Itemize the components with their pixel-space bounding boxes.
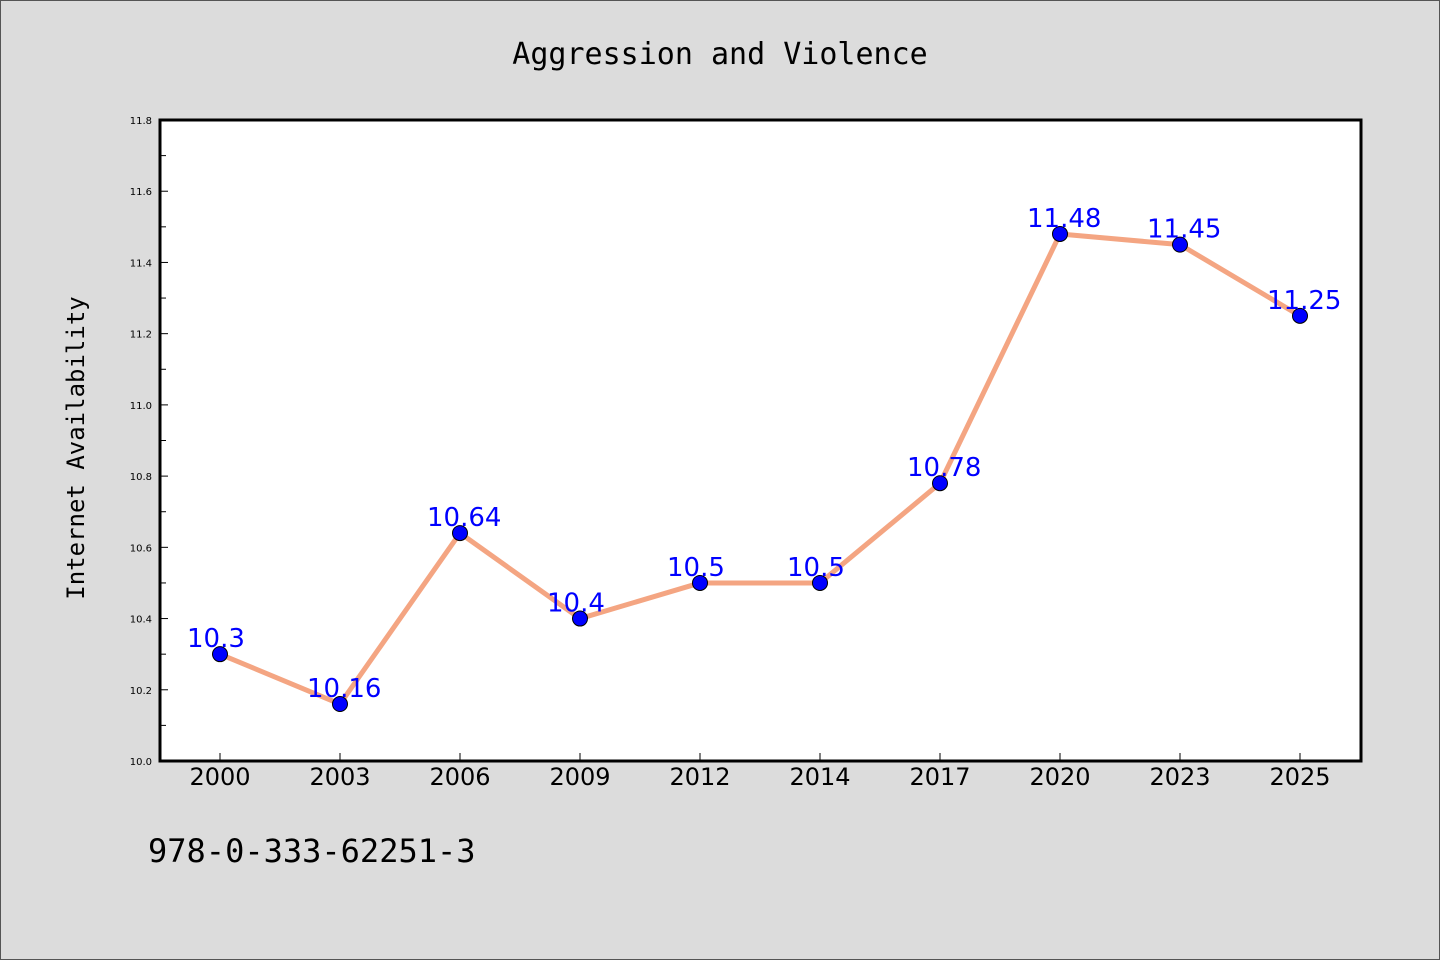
y-tick-label: 11.6 [130,187,152,198]
y-axis: 10.0 10.2 10.4 10.6 10.8 11.0 11.2 11.4 11.6 11.8 [130,116,168,768]
x-tick-label: 2009 [549,763,610,791]
y-tick-label: 10.8 [130,472,152,483]
data-label: 11.45 [1147,215,1221,245]
data-label: 11.48 [1027,204,1101,234]
data-label: 10.4 [547,589,605,619]
y-tick-label: 11.2 [130,330,152,341]
plot-area [158,118,1363,763]
data-point [812,574,828,591]
data-label: 10.5 [667,553,725,583]
chart-title: Aggression and Violence [512,37,927,72]
y-tick-label: 10.2 [130,686,152,697]
data-label: 10.78 [907,453,981,483]
data-label: 10.16 [307,674,381,704]
data-labels: 10.3 10.16 10.64 10.4 10.5 10.5 10.78 11.48 11.4… [187,204,1341,704]
x-tick-label: 2023 [1149,763,1210,791]
data-point [1172,236,1188,253]
y-tick-label: 11.4 [130,258,152,269]
data-point [212,646,228,663]
y-tick-label: 10.0 [130,757,152,768]
y-tick-label: 11.0 [130,401,152,412]
data-point [692,574,708,591]
y-tick-label: 10.6 [130,543,152,554]
data-label: 10.64 [427,503,501,533]
data-point [572,610,588,627]
x-axis: 2000 2003 2006 2009 2012 2014 2017 2020 2023 2025 [189,753,1331,791]
data-label: 10.3 [187,624,245,654]
data-point [452,525,468,542]
data-point [332,696,348,713]
data-point [1292,307,1308,324]
series-markers [212,225,1308,713]
x-tick-label: 2014 [789,763,850,791]
x-tick-label: 2006 [429,763,490,791]
data-point [932,475,948,492]
x-tick-label: 2012 [669,763,730,791]
x-tick-label: 2025 [1269,763,1330,791]
series-line [219,231,1302,707]
x-tick-label: 2020 [1029,763,1090,791]
data-point [1052,225,1068,242]
data-label: 11.25 [1267,286,1341,316]
x-tick-label: 2003 [309,763,370,791]
series-polyline [219,231,1302,707]
x-tick-label: 2017 [909,763,970,791]
data-label: 10.5 [787,553,845,583]
x-tick-label: 2000 [189,763,250,791]
footnote-isbn: 978-0-333-62251-3 [148,832,476,870]
y-tick-label: 11.8 [130,116,152,127]
y-axis-label: Internet Availability [62,296,90,599]
y-tick-label: 10.4 [130,615,152,626]
